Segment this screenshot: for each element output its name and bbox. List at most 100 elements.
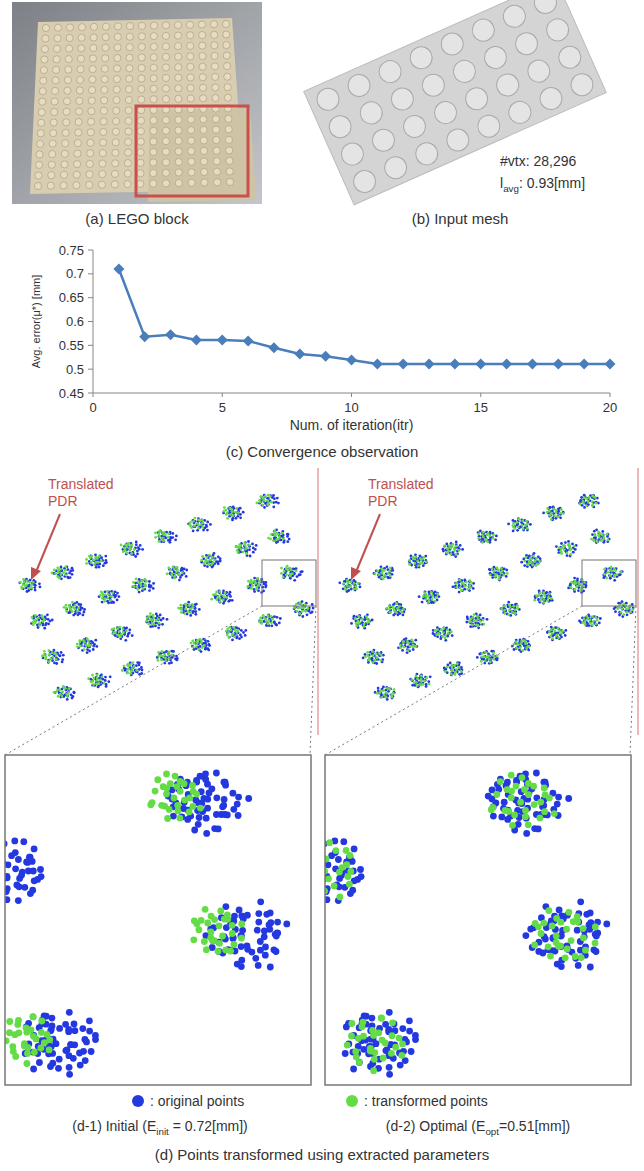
lego-stud (100, 139, 107, 146)
transformed-point (36, 617, 39, 620)
transformed-point (122, 550, 125, 553)
original-point (169, 541, 172, 544)
transformed-point (103, 600, 106, 603)
original-point (267, 964, 274, 971)
data-point (449, 358, 460, 369)
original-point (107, 680, 110, 683)
transformed-point (201, 646, 204, 649)
original-point (47, 1063, 54, 1070)
transformed-point (77, 607, 80, 610)
transformed-point (154, 776, 161, 783)
transformed-point (126, 672, 129, 675)
transformed-point (258, 620, 261, 623)
lego-stud (76, 87, 83, 94)
original-point (249, 555, 252, 558)
original-point (283, 921, 290, 928)
lego-stud (150, 138, 157, 145)
transformed-point (291, 572, 294, 575)
original-point (237, 515, 240, 518)
original-point (72, 1027, 79, 1034)
transformed-point (38, 624, 41, 627)
original-point (164, 537, 167, 540)
original-point (140, 666, 143, 669)
original-point (203, 815, 210, 822)
lego-stud (65, 56, 72, 63)
lego-stud (188, 148, 195, 155)
original-point (236, 626, 239, 629)
transformed-point (200, 559, 203, 562)
lego-stud (138, 54, 145, 61)
transformed-point (25, 579, 28, 582)
original-point (253, 590, 256, 593)
lego-stud (150, 180, 157, 187)
lego-stud (112, 128, 119, 135)
original-point (266, 926, 273, 933)
transformed-point (202, 906, 209, 913)
original-point (60, 566, 63, 569)
mesh-stud (313, 85, 342, 114)
data-point (346, 355, 357, 366)
transformed-point (121, 669, 124, 672)
original-point (221, 779, 228, 786)
transformed-point (261, 503, 264, 506)
y-axis-title: Avg. error(μ*) [mm] (30, 275, 42, 369)
transformed-point (15, 1017, 22, 1024)
transformed-point (176, 569, 179, 572)
lego-stud (137, 117, 144, 124)
data-point (605, 358, 616, 369)
original-point (105, 561, 108, 564)
lego-stud (188, 158, 195, 165)
original-point (266, 504, 269, 507)
transformed-point (133, 548, 136, 551)
transformed-point (157, 532, 160, 535)
original-point (255, 919, 262, 926)
original-point (116, 626, 119, 629)
transformed-point (130, 552, 133, 555)
lego-stud (188, 137, 195, 144)
transformed-point (6, 1029, 13, 1036)
panel-d: TranslatedPDRTranslatedPDR (0, 468, 638, 1085)
original-point (29, 858, 36, 865)
transformed-point (245, 552, 248, 555)
original-point (187, 601, 190, 604)
transformed-point (43, 650, 46, 653)
lego-stud (224, 94, 231, 101)
transformed-point (32, 623, 35, 626)
transformed-point (100, 560, 103, 563)
transformed-point (353, 582, 356, 585)
original-point (53, 649, 56, 652)
original-point (95, 676, 98, 679)
lego-stud (137, 159, 144, 166)
mesh-stud (512, 29, 541, 58)
original-point (66, 1071, 73, 1078)
transformed-point (296, 610, 299, 613)
series-line (119, 269, 610, 364)
transformed-point (280, 567, 283, 570)
avg-edge-length: lavg: 0.93[mm] (500, 175, 585, 194)
original-point (148, 589, 151, 592)
lego-stud (175, 64, 182, 71)
transformed-point (242, 551, 245, 554)
x-tick (351, 393, 352, 397)
original-point (138, 548, 141, 551)
original-point (12, 865, 19, 872)
transformed-point (215, 948, 222, 955)
original-point (279, 617, 282, 620)
original-point (66, 695, 69, 698)
original-point (255, 910, 262, 917)
lego-stud (62, 140, 69, 147)
transformed-point (277, 538, 280, 541)
transformed-point (46, 1047, 53, 1054)
original-point (273, 948, 280, 955)
original-point (240, 547, 243, 550)
original-point (70, 1055, 77, 1062)
original-point (273, 620, 276, 623)
transformed-point (236, 629, 239, 632)
transformed-point (267, 614, 270, 617)
original-point (275, 624, 278, 627)
original-point (288, 538, 291, 541)
panel-a: (a) LEGO block (12, 2, 262, 227)
transformed-point (282, 538, 285, 541)
original-point (73, 691, 76, 694)
original-point (228, 506, 231, 509)
